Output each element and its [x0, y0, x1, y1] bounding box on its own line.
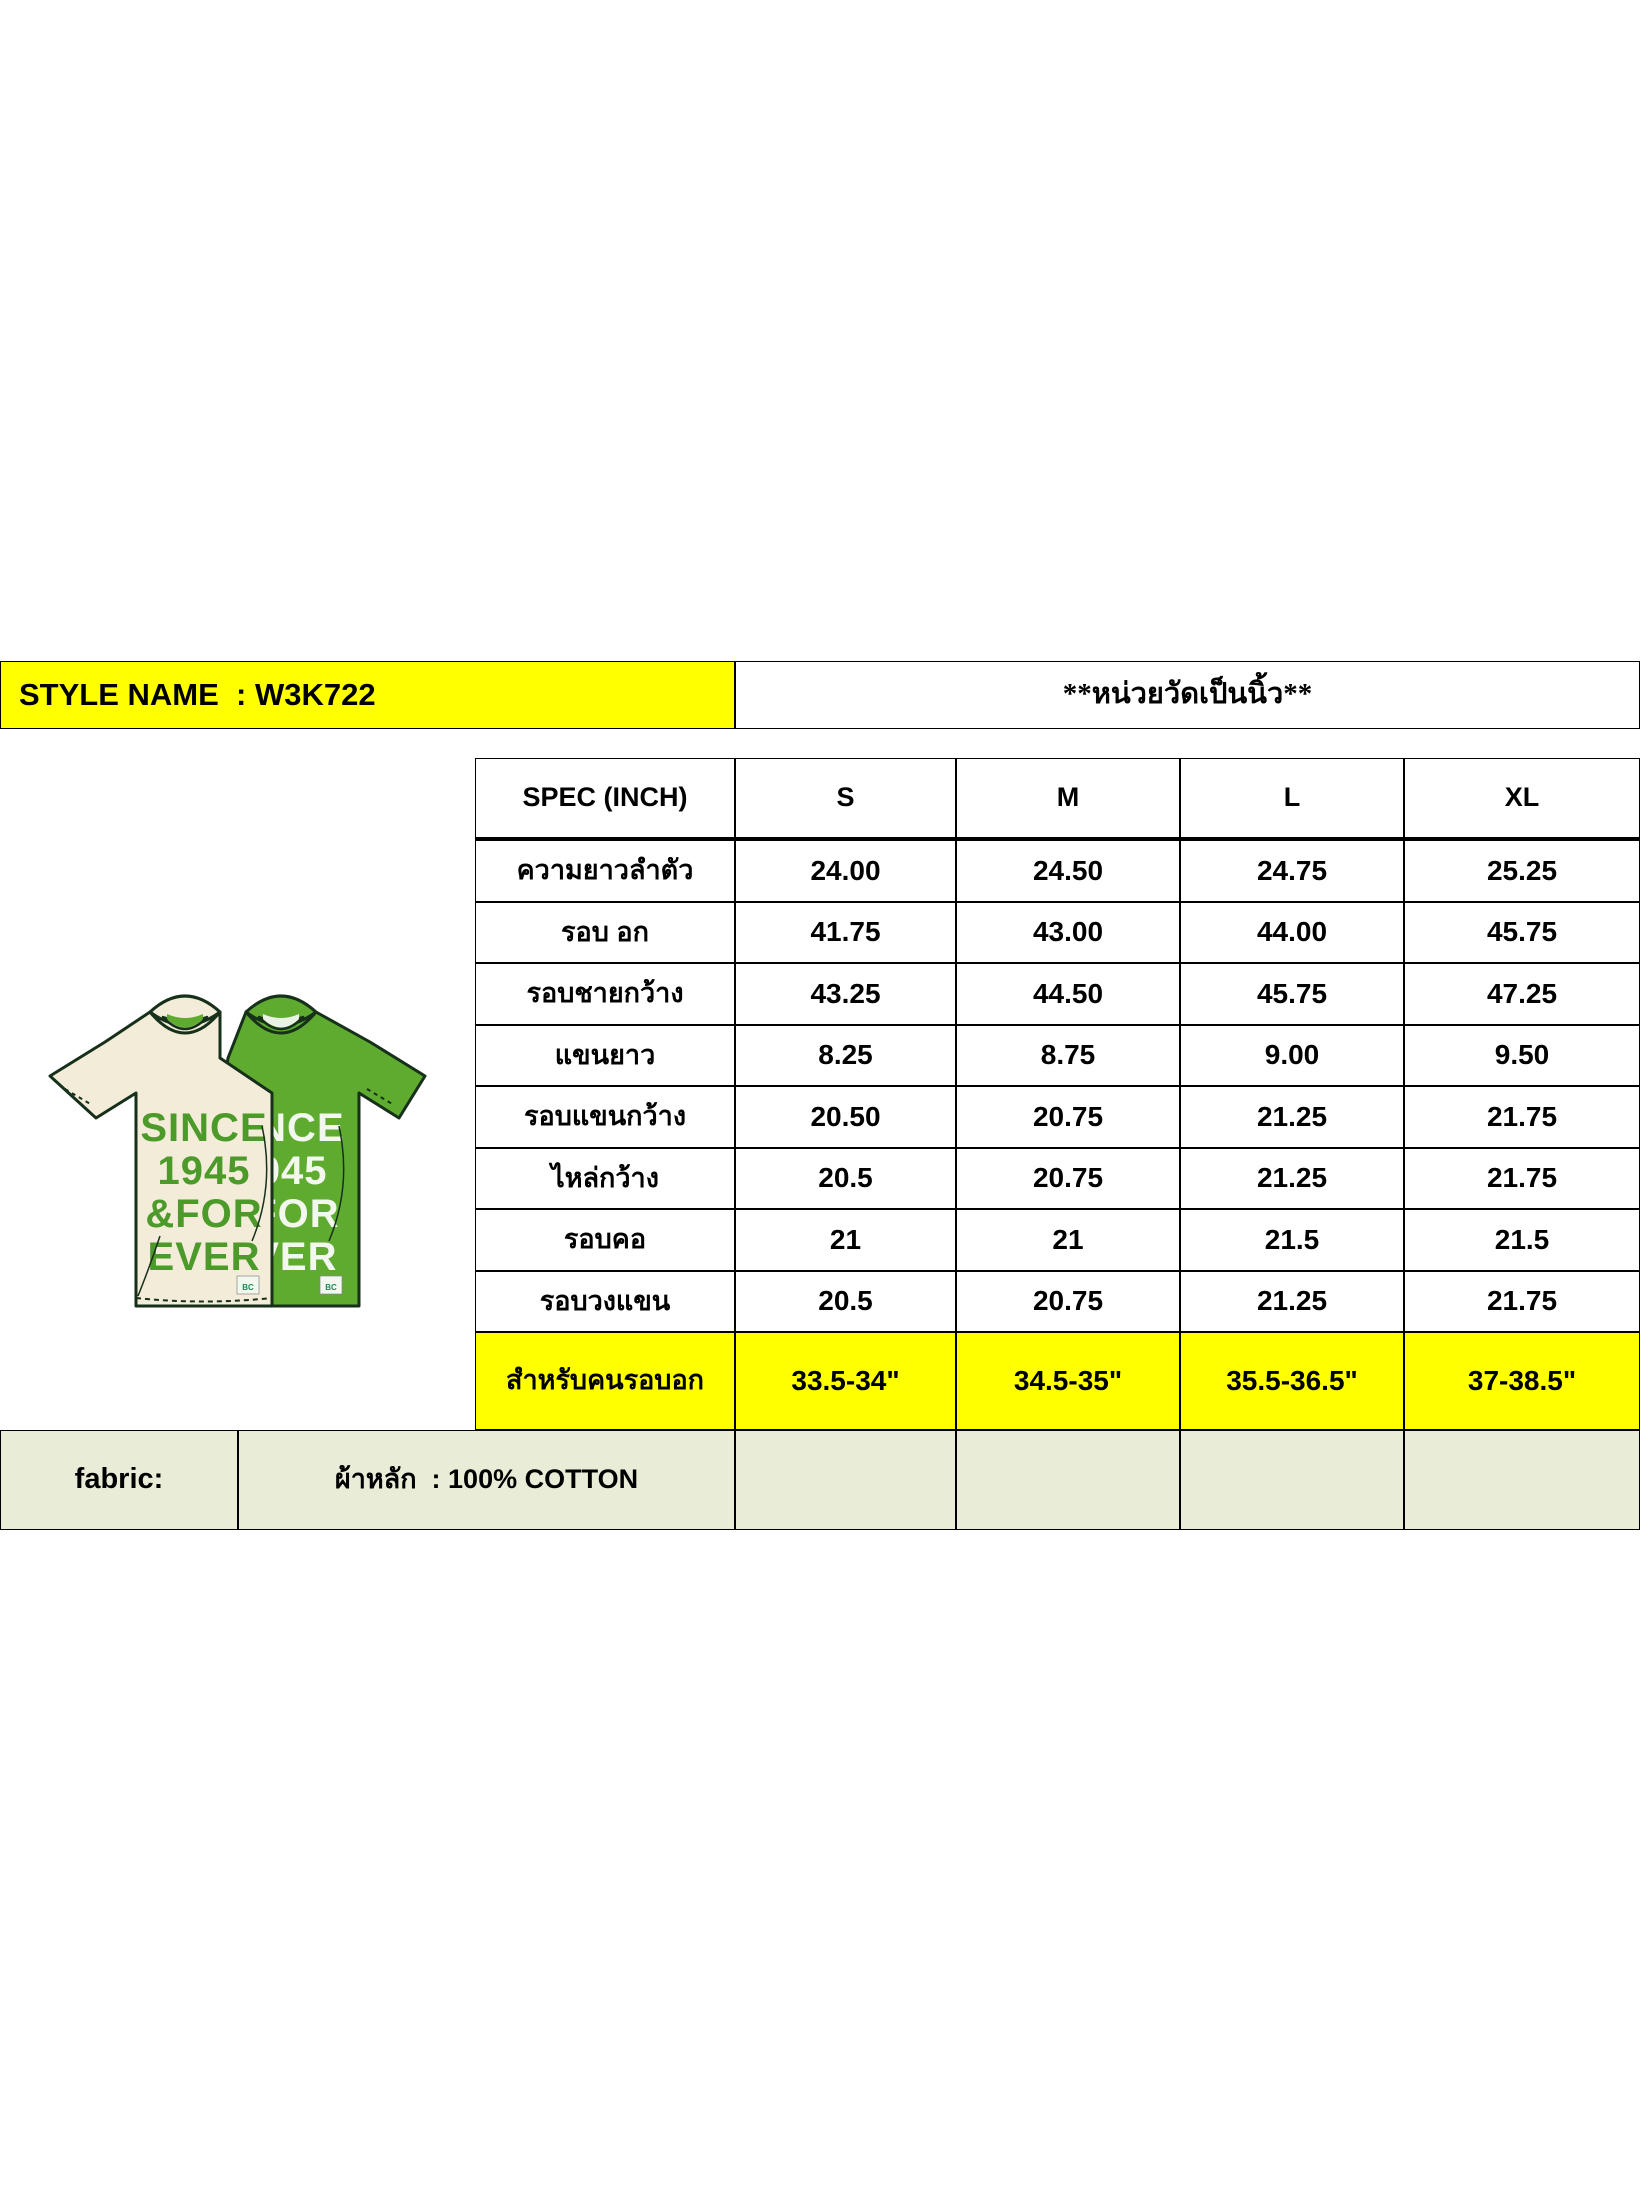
svg-text:BC: BC	[325, 1283, 337, 1292]
svg-text:EVER: EVER	[148, 1235, 261, 1279]
svg-text:&FOR: &FOR	[145, 1192, 262, 1236]
svg-text:SINCE: SINCE	[140, 1106, 267, 1150]
svg-text:BC: BC	[242, 1283, 254, 1292]
svg-text:1945: 1945	[158, 1149, 251, 1193]
